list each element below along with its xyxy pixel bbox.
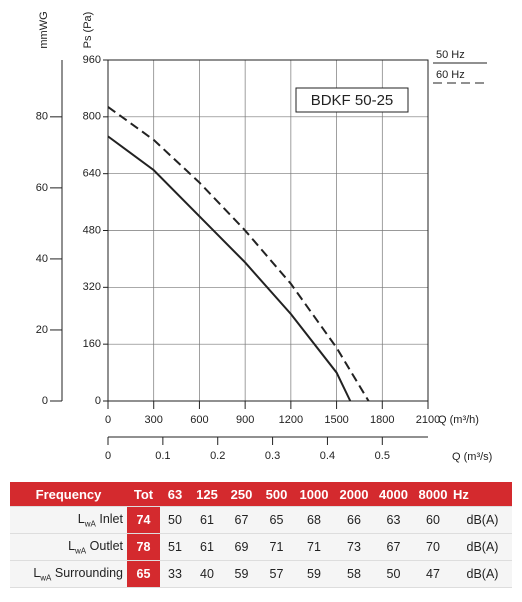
x-tick-label: 600: [190, 414, 208, 426]
legend-label: 50 Hz: [436, 49, 465, 61]
cell: 71: [294, 533, 334, 561]
label-subscript: wA: [84, 519, 96, 529]
annotation: BDKF 50-25: [311, 92, 394, 109]
cell: 58: [334, 560, 374, 588]
row-label: LwA Outlet: [10, 533, 127, 561]
x-tick-label: 1800: [370, 414, 394, 426]
header-cell: Frequency: [10, 482, 127, 507]
y-tick-label: 480: [83, 224, 101, 236]
cell: 60: [413, 506, 453, 534]
cell: dB(A): [453, 533, 512, 561]
header-cell: 1000: [294, 482, 334, 507]
y-tick-label: 320: [83, 281, 101, 293]
cell: dB(A): [453, 506, 512, 534]
table-header: Frequency Tot 63 125 250 500 1000 2000 4000 8000 H…: [10, 482, 512, 507]
header-cell: Hz: [453, 482, 512, 507]
legend-label: 60 Hz: [436, 69, 465, 81]
cell: 61: [190, 533, 224, 561]
cell: 40: [190, 560, 224, 588]
x2-tick-label: 0: [105, 450, 111, 462]
label-symbol: L: [68, 538, 76, 553]
curve: [107, 135, 352, 402]
y-axis-label: Ps (Pa): [82, 12, 94, 49]
label-name: Outlet: [89, 538, 123, 553]
cell: 51: [160, 533, 190, 561]
table-row: LwA Surrounding 65 33 40 59 57 59 58 50 47 dB(A): [10, 560, 512, 588]
cell: 70: [413, 533, 453, 561]
y2-axis-label: mmWG: [38, 11, 50, 48]
cell: 50: [374, 560, 413, 588]
sound-table: Frequency Tot 63 125 250 500 1000 2000 4000 8000 H…: [10, 482, 512, 588]
cell: 68: [294, 506, 334, 534]
header-cell: 2000: [334, 482, 374, 507]
row-label: LwA Surrounding: [10, 560, 127, 588]
header-cell: 125: [190, 482, 224, 507]
label-name: Surrounding: [54, 565, 123, 580]
cell: 73: [334, 533, 374, 561]
table-row: LwA Inlet 74 50 61 67 65 68 66 63 60 dB(A): [10, 506, 512, 534]
annotation-box: [295, 87, 409, 113]
label-symbol: L: [77, 511, 85, 526]
row-label: LwA Inlet: [10, 506, 127, 534]
cell: 59: [224, 560, 259, 588]
cell: 33: [160, 560, 190, 588]
x2-axis-label: Q (m³/s): [452, 451, 492, 463]
y2-tick-label: 20: [36, 324, 48, 336]
cell: dB(A): [453, 560, 512, 588]
y-tick-label: 800: [83, 111, 101, 123]
y2-tick-label: 0: [42, 395, 48, 407]
cell: 71: [259, 533, 294, 561]
cell: 47: [413, 560, 453, 588]
table-row: LwA Outlet 78 51 61 69 71 71 73 67 70 dB(A): [10, 533, 512, 561]
y-tick-label: 0: [95, 395, 101, 407]
cell: 67: [224, 506, 259, 534]
cell: 50: [160, 506, 190, 534]
cell: 61: [190, 506, 224, 534]
y2-tick-label: 60: [36, 182, 48, 194]
header-cell: 8000: [413, 482, 453, 507]
cell: 57: [259, 560, 294, 588]
label-symbol: L: [33, 565, 41, 580]
plot-frame: [107, 59, 429, 402]
y-tick-label: 160: [83, 338, 101, 350]
label-subscript: wA: [40, 573, 52, 583]
x-tick-label: 0: [105, 414, 111, 426]
x-tick-label: 300: [145, 414, 163, 426]
x2-tick-label: 0.5: [375, 450, 390, 462]
header-cell: 250: [224, 482, 259, 507]
label-subscript: wA: [75, 546, 87, 556]
cell: 59: [294, 560, 334, 588]
cell: 74: [127, 506, 160, 534]
x-axis-label: Q (m³/h): [438, 414, 479, 426]
x-tick-label: 1500: [324, 414, 348, 426]
y-tick-label: 960: [83, 54, 101, 66]
header-cell: 63: [160, 482, 190, 507]
cell: 65: [127, 560, 160, 588]
cell: 78: [127, 533, 160, 561]
x-tick-label: 2100: [416, 414, 440, 426]
x2-tick-label: 0.2: [210, 450, 225, 462]
cell: 66: [334, 506, 374, 534]
curve: [107, 106, 370, 402]
header-cell: 500: [259, 482, 294, 507]
y-tick-label: 640: [83, 168, 101, 180]
cell: 65: [259, 506, 294, 534]
x-tick-label: 1200: [279, 414, 303, 426]
x2-tick-label: 0.1: [155, 450, 170, 462]
label-name: Inlet: [99, 511, 123, 526]
header-cell: Tot: [127, 482, 160, 507]
y2-tick-label: 40: [36, 253, 48, 265]
x2-tick-label: 0.4: [320, 450, 335, 462]
x-tick-label: 900: [236, 414, 254, 426]
x2-tick-label: 0.3: [265, 450, 280, 462]
cell: 63: [374, 506, 413, 534]
header-cell: 4000: [374, 482, 413, 507]
y2-tick-label: 80: [36, 111, 48, 123]
cell: 67: [374, 533, 413, 561]
cell: 69: [224, 533, 259, 561]
